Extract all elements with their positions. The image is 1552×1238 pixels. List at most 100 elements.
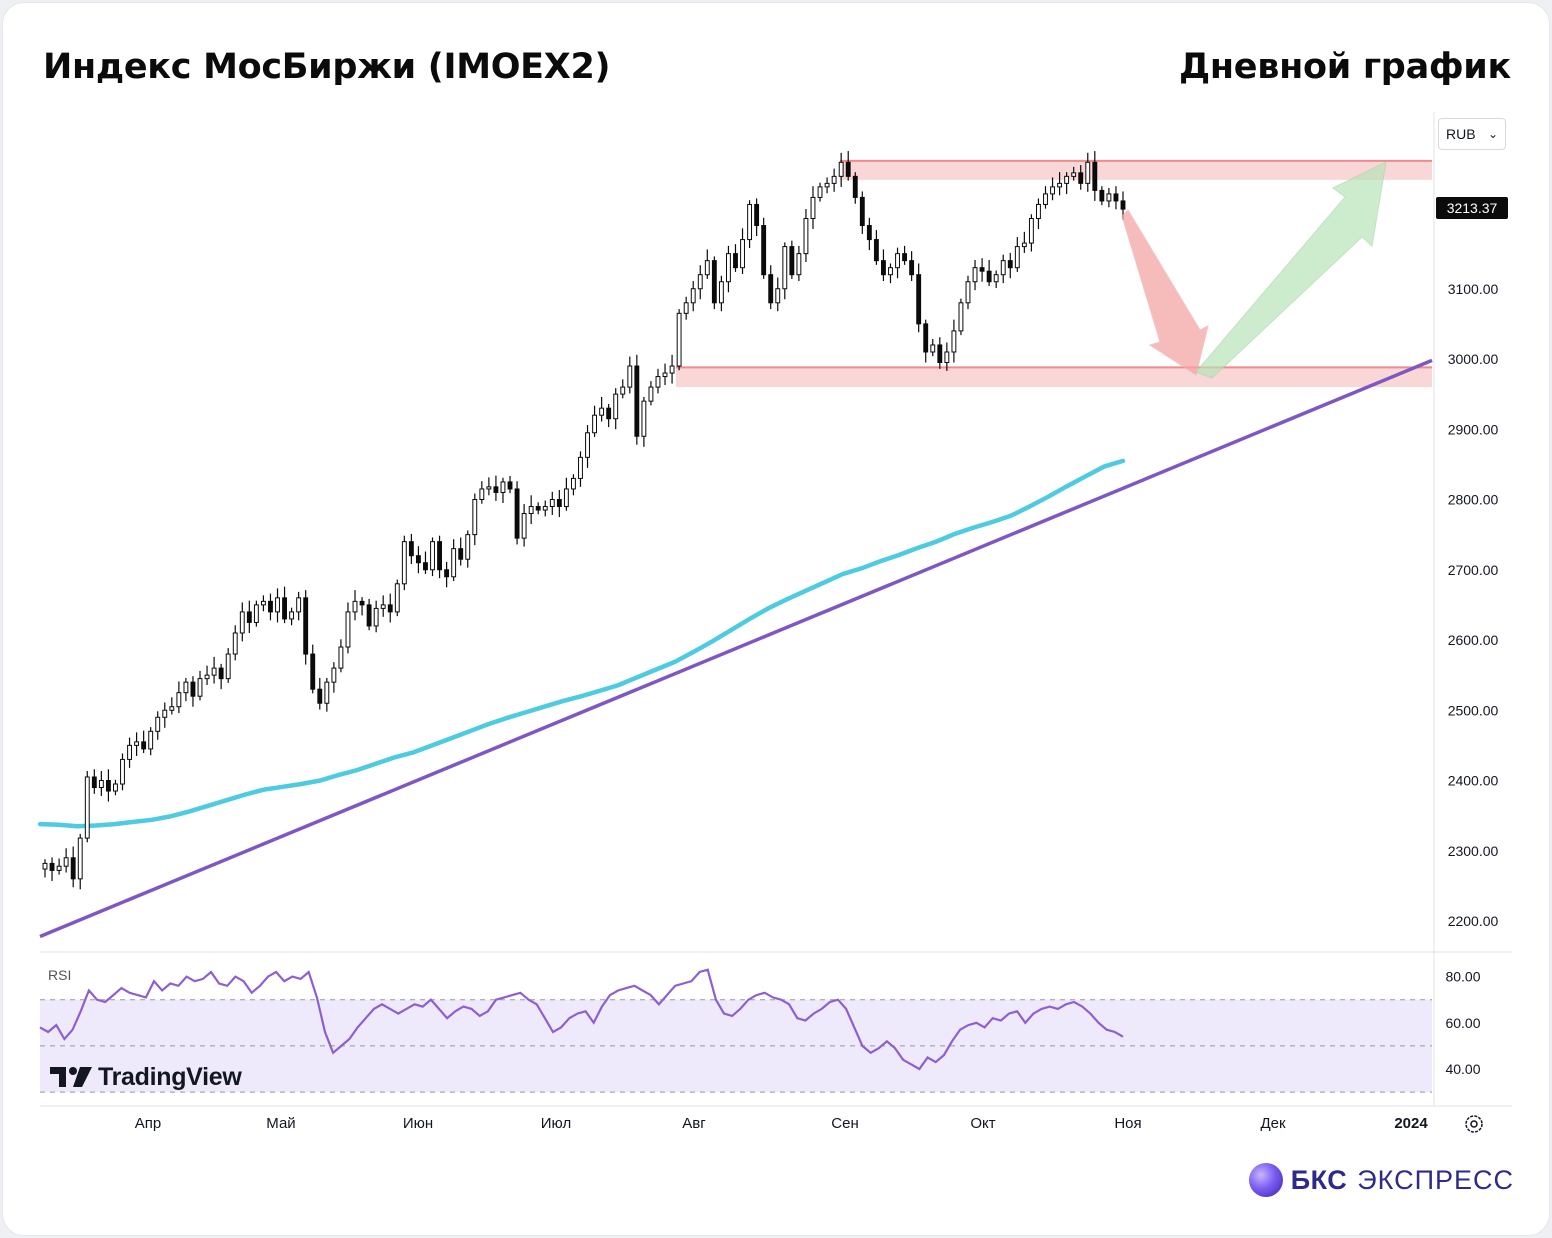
candle xyxy=(1021,242,1027,248)
candle xyxy=(352,600,358,613)
candle xyxy=(845,161,851,177)
candle xyxy=(479,488,485,500)
candle xyxy=(423,562,428,571)
candle xyxy=(733,253,738,269)
bks-brand-suffix: ЭКСПРЕСС xyxy=(1357,1164,1514,1195)
candle xyxy=(916,274,922,325)
candle xyxy=(359,600,365,606)
price-tick-label: 3000.00 xyxy=(1448,351,1499,367)
time-tick-label: Дек xyxy=(1260,1115,1286,1132)
chart-title: Индекс МосБиржи (IMOEX2) xyxy=(43,47,611,87)
price-tick-label: 2500.00 xyxy=(1448,702,1499,718)
candle xyxy=(49,862,55,871)
candle xyxy=(1078,172,1084,184)
candle xyxy=(176,692,182,708)
candle xyxy=(535,506,541,511)
candle xyxy=(408,541,414,557)
candle xyxy=(704,260,710,276)
candle xyxy=(782,246,788,290)
candle xyxy=(930,344,936,353)
candle xyxy=(282,597,287,620)
candle xyxy=(120,758,125,785)
candle xyxy=(98,780,104,789)
candle xyxy=(141,741,147,750)
candle xyxy=(662,372,668,378)
candle xyxy=(169,706,175,711)
candle xyxy=(676,312,682,367)
candle xyxy=(1106,193,1112,202)
currency-select[interactable]: RUB ⌄ xyxy=(1438,118,1506,150)
candle xyxy=(430,541,435,571)
gear-icon[interactable] xyxy=(1462,1112,1486,1136)
candle xyxy=(838,161,844,177)
candle xyxy=(895,253,900,269)
tradingview-icon xyxy=(50,1067,92,1087)
candle xyxy=(859,196,865,227)
candle xyxy=(796,253,802,276)
candle xyxy=(726,253,731,283)
candle xyxy=(1113,193,1119,202)
candle xyxy=(493,486,499,493)
candle xyxy=(56,865,62,871)
candle xyxy=(366,604,372,627)
time-tick-label: Июл xyxy=(541,1115,571,1132)
candle xyxy=(380,604,386,609)
candle xyxy=(275,597,280,613)
candle xyxy=(458,548,464,560)
bks-brand: БКС xyxy=(1290,1164,1348,1195)
candle xyxy=(1028,218,1034,244)
time-tick-label: Апр xyxy=(135,1115,161,1132)
candle xyxy=(162,709,168,718)
time-tick-label: Июн xyxy=(403,1115,433,1132)
candle xyxy=(627,365,633,388)
candle xyxy=(155,716,161,732)
candle xyxy=(620,386,626,395)
candle xyxy=(570,477,576,490)
candle xyxy=(923,323,929,353)
candle xyxy=(394,583,400,613)
price-tick-label: 2900.00 xyxy=(1448,421,1499,437)
candle xyxy=(852,175,858,198)
forecast-arrow-down xyxy=(1121,209,1209,376)
chevron-down-icon: ⌄ xyxy=(1487,127,1498,141)
candle xyxy=(113,783,118,792)
candle xyxy=(232,632,238,655)
candle xyxy=(401,541,407,585)
candle xyxy=(451,548,457,578)
candle xyxy=(909,260,915,276)
time-tick-label: Май xyxy=(266,1115,295,1132)
candle xyxy=(775,288,781,304)
time-tick-label: Ноя xyxy=(1114,1115,1141,1132)
candle xyxy=(211,667,217,676)
candle xyxy=(514,488,520,539)
candle xyxy=(951,330,957,353)
time-tick-label: Авг xyxy=(682,1115,706,1132)
candle xyxy=(810,196,816,220)
candle xyxy=(592,414,598,434)
candle xyxy=(754,203,760,227)
candle xyxy=(1064,175,1070,184)
candle xyxy=(1071,172,1077,177)
candle xyxy=(70,857,76,880)
price-tick-label: 2300.00 xyxy=(1448,843,1499,859)
candle xyxy=(134,741,140,746)
tradingview-logo: TradingView xyxy=(50,1062,242,1092)
rsi-label: RSI xyxy=(48,967,71,983)
candle xyxy=(549,499,555,508)
candle xyxy=(42,862,48,870)
candle xyxy=(472,499,478,536)
candle xyxy=(803,218,809,255)
candle xyxy=(1043,193,1048,205)
candle xyxy=(740,239,745,269)
tradingview-wordmark: TradingView xyxy=(98,1062,242,1091)
candle xyxy=(268,600,273,613)
candle xyxy=(585,432,590,458)
candle xyxy=(303,597,309,655)
candle xyxy=(218,667,224,680)
candle xyxy=(387,604,393,613)
candle xyxy=(204,674,210,680)
candle xyxy=(1050,186,1055,195)
candle xyxy=(563,488,569,508)
time-tick-label: Сен xyxy=(831,1115,858,1132)
